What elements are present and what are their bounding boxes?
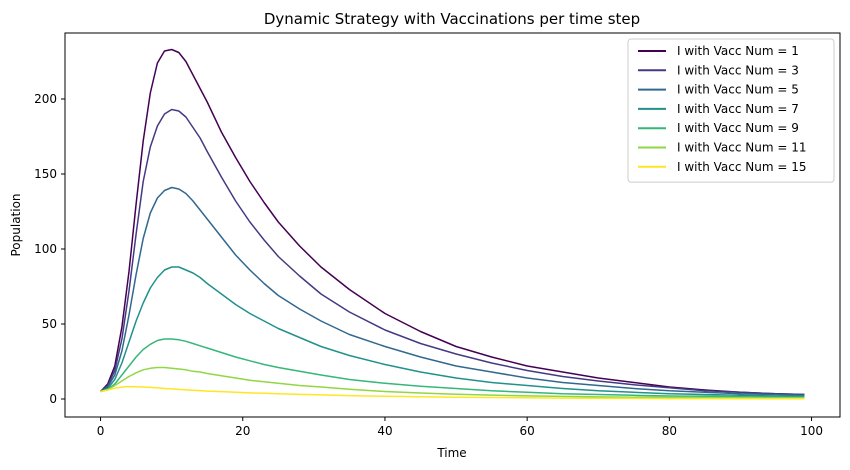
series-line-3	[100, 186, 805, 397]
y-tick-label: 200	[34, 92, 57, 106]
plot-frame	[64, 32, 841, 418]
y-tick-label: 150	[34, 167, 57, 181]
legend: I with Vacc Num = 1 I with Vacc Num = 3 I …	[627, 38, 835, 183]
y-axis-ticks: 0 50 100 150 200	[34, 92, 65, 406]
series-line-6	[100, 366, 805, 399]
x-axis-ticks: 0 20 40 60 80 100	[97, 417, 823, 438]
y-axis-label: Population	[9, 193, 23, 256]
x-axis-label: Time	[436, 446, 466, 460]
series-line-4	[100, 266, 805, 397]
legend-label: I with Vacc Num = 15	[677, 160, 807, 174]
x-tick-label: 60	[520, 424, 535, 438]
legend-label: I with Vacc Num = 1	[677, 44, 799, 58]
y-tick-label: 50	[42, 317, 57, 331]
x-tick-label: 0	[97, 424, 105, 438]
legend-label: I with Vacc Num = 11	[677, 141, 807, 155]
y-tick-label: 0	[49, 392, 57, 406]
series-line-2	[100, 108, 805, 396]
series-line-5	[100, 338, 805, 398]
x-tick-label: 100	[800, 424, 823, 438]
legend-label: I with Vacc Num = 3	[677, 63, 799, 77]
chart-title: Dynamic Strategy with Vaccinations per t…	[264, 10, 640, 28]
plot-lines	[100, 48, 805, 400]
legend-label: I with Vacc Num = 9	[677, 121, 799, 135]
legend-label: I with Vacc Num = 5	[677, 83, 799, 97]
y-tick-label: 100	[34, 242, 57, 256]
legend-label: I with Vacc Num = 7	[677, 102, 799, 116]
x-tick-label: 40	[377, 424, 392, 438]
legend-box	[627, 38, 835, 183]
series-line-7	[100, 385, 805, 400]
x-tick-label: 20	[235, 424, 250, 438]
series-line-1	[100, 48, 805, 396]
x-tick-label: 80	[662, 424, 677, 438]
